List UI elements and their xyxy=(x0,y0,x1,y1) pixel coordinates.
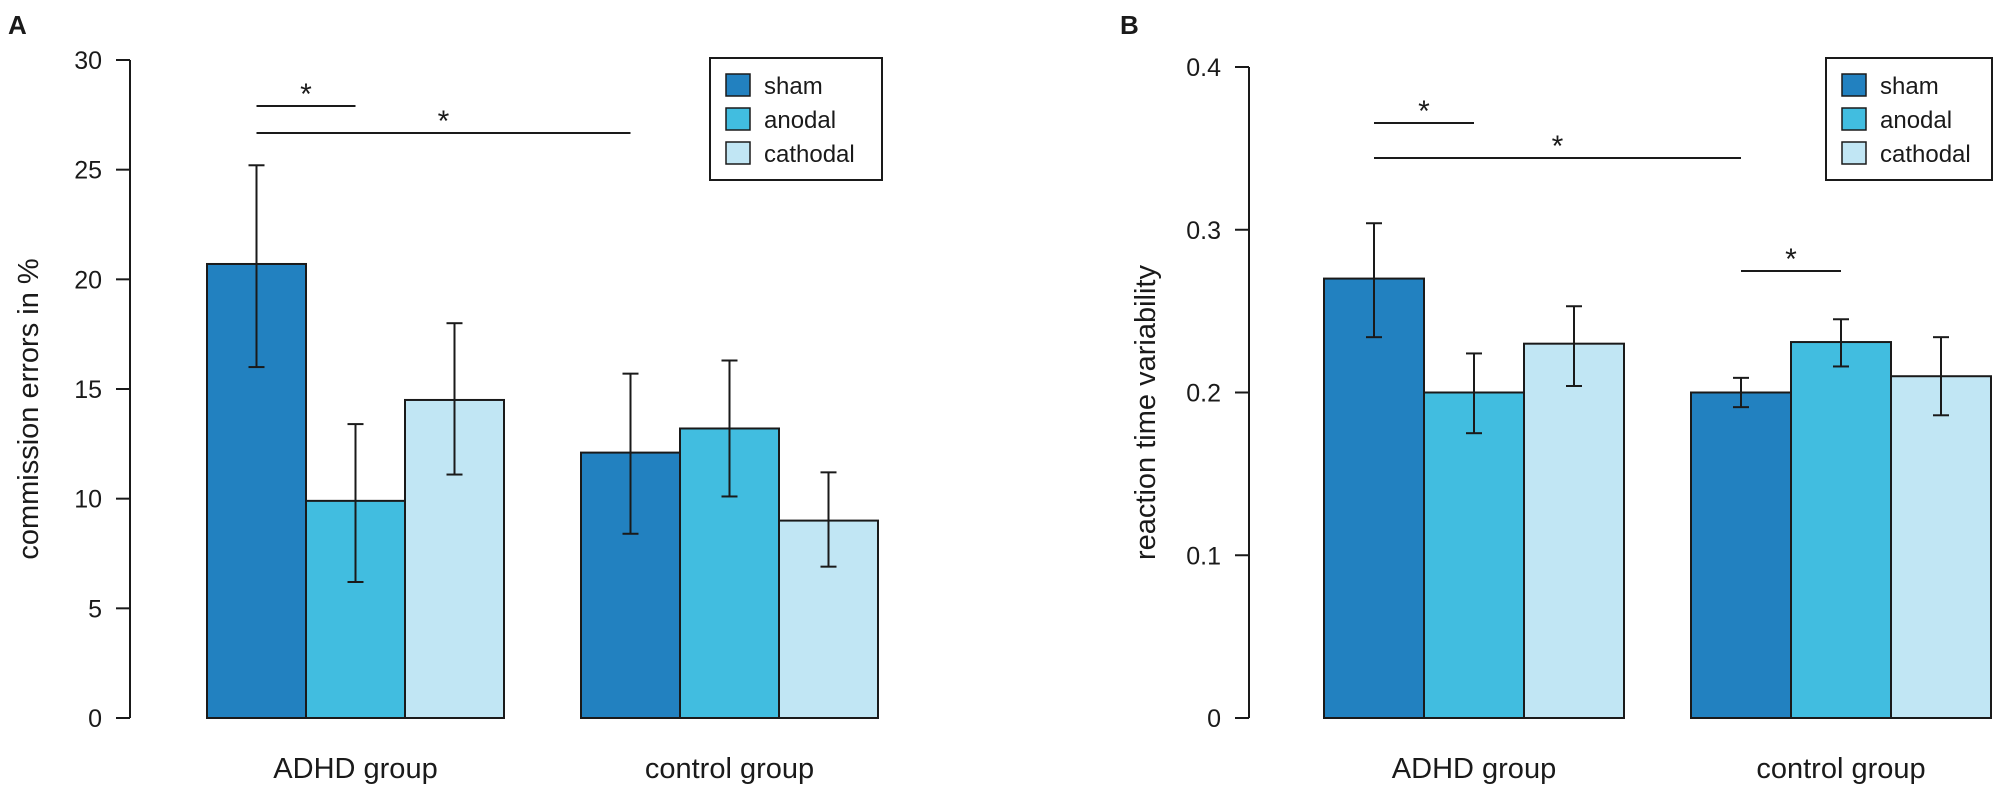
significance-star: * xyxy=(300,78,312,111)
bar-cathodal-adhd xyxy=(1523,342,1625,719)
legend-label-anodal: anodal xyxy=(764,107,836,134)
category-label: control group xyxy=(645,753,814,785)
legend-swatch-sham xyxy=(725,73,751,97)
bar-sham-adhd xyxy=(1323,277,1425,719)
legend: sham anodal cathodal xyxy=(1825,57,1993,181)
y-tick-label: 30 xyxy=(74,47,102,75)
y-tick-label: 0 xyxy=(88,705,102,733)
legend-label-sham: sham xyxy=(764,73,823,100)
significance-star: * xyxy=(438,105,450,138)
y-tick-label: 20 xyxy=(74,266,102,294)
y-tick-label: 25 xyxy=(74,157,102,185)
legend-label-cathodal: cathodal xyxy=(1880,141,1971,168)
y-tick-label: 0.4 xyxy=(1186,54,1221,82)
bar-cathodal-control xyxy=(1890,375,1992,719)
y-tick-label: 10 xyxy=(74,486,102,514)
y-axis-title: commission errors in % xyxy=(13,258,45,559)
y-tick-label: 0 xyxy=(1207,705,1221,733)
y-axis-title: reaction time variability xyxy=(1130,265,1162,560)
y-tick-label: 15 xyxy=(74,376,102,404)
legend-label-cathodal: cathodal xyxy=(764,141,855,168)
panel-letter: A xyxy=(8,10,27,40)
chart-panel-b: B 0 0.1 0.2 0.3 0.4 reaction time variability A… xyxy=(1120,10,1993,785)
panel-letter: B xyxy=(1120,10,1139,40)
legend-swatch-anodal xyxy=(725,107,751,131)
legend-swatch-anodal xyxy=(1841,107,1867,131)
significance-star: * xyxy=(1552,130,1564,163)
legend-label-sham: sham xyxy=(1880,73,1939,100)
category-label: control group xyxy=(1756,753,1925,785)
significance-star: * xyxy=(1418,95,1430,128)
category-label: ADHD group xyxy=(273,753,437,785)
category-label: ADHD group xyxy=(1392,753,1556,785)
legend: sham anodal cathodal xyxy=(709,57,883,181)
legend-swatch-cathodal xyxy=(1841,141,1867,165)
legend-swatch-sham xyxy=(1841,73,1867,97)
significance-star: * xyxy=(1785,243,1797,276)
bar-cathodal-adhd xyxy=(404,398,505,719)
y-tick-label: 0.3 xyxy=(1186,217,1221,245)
bar-anodal-adhd xyxy=(1423,391,1525,719)
y-tick-label: 0.2 xyxy=(1186,380,1221,408)
legend-swatch-cathodal xyxy=(725,141,751,165)
legend-label-anodal: anodal xyxy=(1880,107,1952,134)
bar-sham-control xyxy=(1690,391,1792,719)
chart-panel-a: A 0 5 10 15 20 25 30 commission errors in % ADHD … xyxy=(8,10,883,785)
y-tick-label: 5 xyxy=(88,595,102,623)
bar-anodal-control xyxy=(1790,341,1892,719)
y-tick-label: 0.1 xyxy=(1186,542,1221,570)
